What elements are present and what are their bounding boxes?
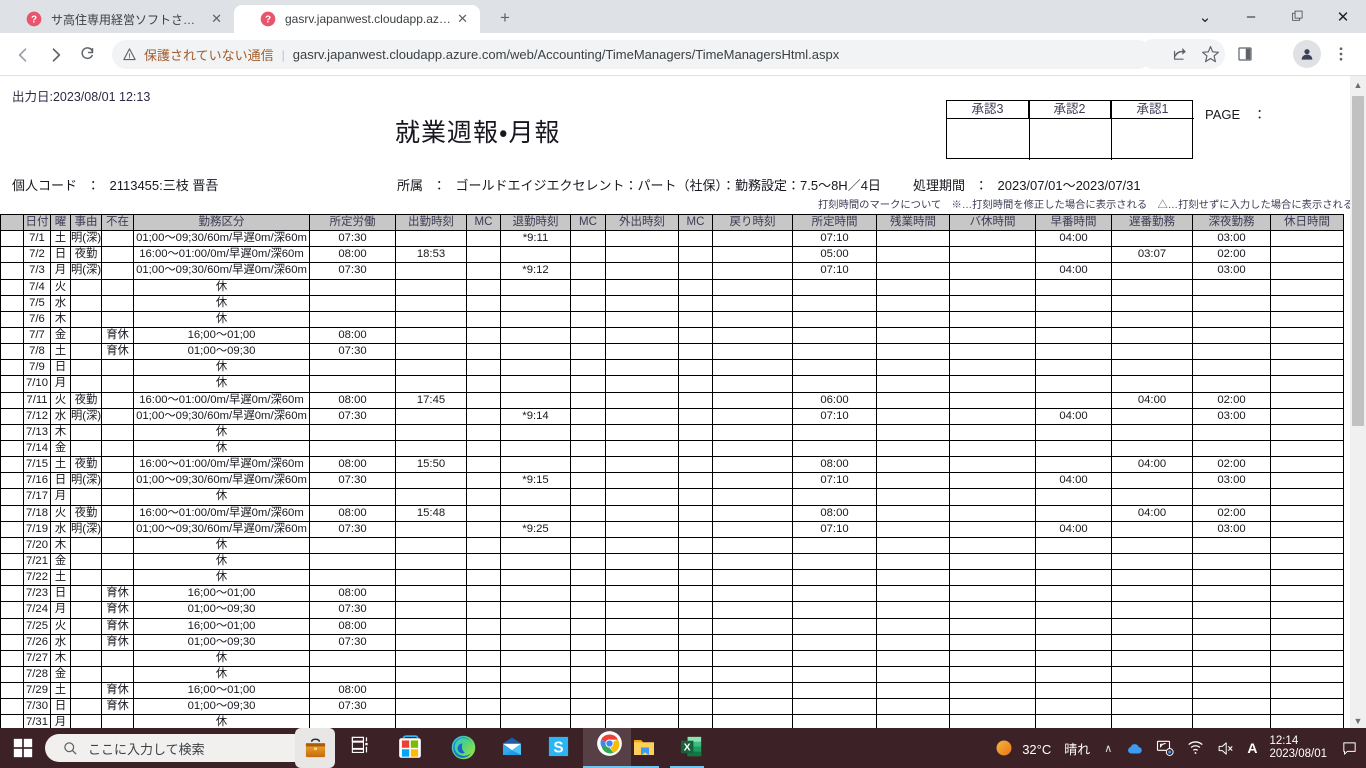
svg-text:X: X <box>684 741 691 753</box>
svg-text:?: ? <box>265 14 271 25</box>
svg-text:!: ! <box>128 53 130 60</box>
svg-text:S: S <box>553 739 563 756</box>
svg-text:?: ? <box>31 14 37 25</box>
